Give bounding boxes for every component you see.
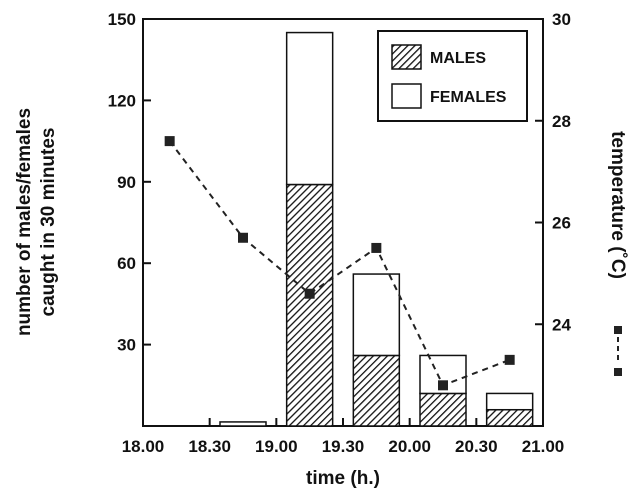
x-tick-label: 19.00 (255, 437, 298, 456)
bar-males (285, 183, 334, 427)
right-axis-line-key (614, 326, 622, 376)
x-tick-label: 20.30 (455, 437, 498, 456)
left-y-tick-label: 120 (108, 91, 136, 110)
right-y-tick-label: 26 (552, 214, 571, 233)
left-y-tick-label: 30 (117, 336, 136, 355)
bar-females (285, 31, 334, 186)
legend-label-females: FEMALES (430, 89, 507, 106)
temperature-line (164, 136, 515, 391)
bar-males (419, 392, 467, 427)
right-axis-title-text: temperature (˚C) (607, 131, 628, 279)
line-key-marker-top (614, 326, 622, 334)
line-key-marker-bottom (614, 368, 622, 376)
left-axis-title-line-2: caught in 30 minutes (38, 128, 59, 317)
legend-swatch-males (391, 44, 422, 70)
left-axis-title-line-1: number of males/females (14, 108, 35, 336)
x-tick-label: 21.00 (522, 437, 565, 456)
legend-swatch-females (391, 83, 422, 109)
x-tick-label: 19.30 (322, 437, 365, 456)
legend-label-males: MALES (430, 50, 486, 67)
left-axis-ticks: 30 60 90 120 150 (108, 10, 151, 355)
x-tick-label: 20.00 (388, 437, 431, 456)
left-y-tick-label: 150 (108, 10, 136, 29)
bars (219, 31, 534, 427)
right-axis-ticks: 24 26 28 30 (535, 10, 571, 334)
temperature-point (304, 288, 315, 299)
bar-females (219, 421, 267, 427)
temperature-point (504, 354, 515, 365)
x-tick-label: 18.00 (122, 437, 165, 456)
bar-females (352, 273, 401, 357)
x-axis-title: time (h.) (306, 468, 380, 489)
legend: MALES FEMALES (377, 30, 528, 122)
left-y-tick-label: 90 (117, 173, 136, 192)
temperature-point (438, 380, 448, 391)
bar-females (485, 392, 534, 411)
temperature-point (238, 232, 248, 243)
temperature-point (371, 242, 382, 253)
x-tick-label: 18.30 (188, 437, 231, 456)
right-y-tick-label: 28 (552, 112, 571, 131)
left-y-tick-label: 60 (117, 254, 136, 273)
temperature-point (164, 136, 175, 147)
left-axis-title: number of males/females caught in 30 min… (14, 108, 59, 336)
right-y-tick-label: 30 (552, 10, 571, 29)
temperature-line-path (168, 140, 511, 387)
bar-males (352, 354, 401, 427)
x-axis-ticks: 18.00 18.30 19.00 19.30 20.00 20.30 21.00 (122, 418, 565, 456)
right-axis-title: temperature (˚C) (607, 131, 628, 279)
right-y-tick-label: 24 (552, 315, 571, 334)
bar-males (485, 408, 534, 427)
